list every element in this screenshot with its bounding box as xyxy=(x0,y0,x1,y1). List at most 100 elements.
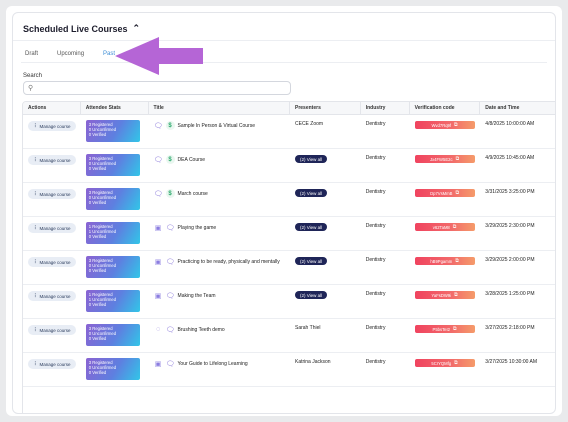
attendee-stats-badge[interactable]: 1 Registered 1 Unconfirmed 0 Verified xyxy=(85,290,140,312)
attendee-stats-cell: 3 Registered 0 Unconfirmed 0 Verified xyxy=(81,251,149,284)
attendee-stats-badge[interactable]: 3 Registered 0 Unconfirmed 0 Verified xyxy=(85,188,140,210)
industry-value: Dentistry xyxy=(365,223,386,229)
more-vertical-icon: ⋮ xyxy=(33,293,38,298)
manage-course-label: Manage course xyxy=(39,123,71,129)
copy-icon[interactable]: ⧉ xyxy=(455,190,460,196)
verification-code-badge[interactable]: P5bsTeI2 ⧉ xyxy=(414,325,475,333)
manage-course-button[interactable]: ⋮ Manage course xyxy=(28,291,76,301)
course-title[interactable]: March course xyxy=(177,190,208,197)
view-all-presenters-button[interactable]: (2) View all xyxy=(295,189,328,197)
copy-icon[interactable]: ⧉ xyxy=(454,122,458,128)
manage-course-label: Manage course xyxy=(39,225,71,231)
table-row: ⋮ Manage course 3 Registered 0 Unconfirmed 0… xyxy=(23,319,555,353)
manage-course-button[interactable]: ⋮ Manage course xyxy=(28,223,76,233)
verification-code-badge[interactable]: Dp7VsMmB ⧉ xyxy=(414,189,475,197)
section-header[interactable]: Scheduled Live Courses ⌃ xyxy=(23,23,140,34)
table-row: ⋮ Manage course 3 Registered 0 Unconfirmed 0… xyxy=(23,353,555,387)
verification-code-badge[interactable]: v62TaM8 ⧉ xyxy=(414,223,475,231)
view-all-presenters-button[interactable]: (2) View all xyxy=(295,223,328,231)
verification-code-badge[interactable]: Jx4FW5E2c ⧉ xyxy=(414,155,475,163)
copy-icon[interactable]: ⧉ xyxy=(454,292,458,298)
unconfirmed-count: 0 Unconfirmed xyxy=(88,364,117,370)
verification-code-badge[interactable]: hB9Pgamm ⧉ xyxy=(414,257,475,265)
presenters-cell: (2) View all xyxy=(290,285,361,318)
industry-value: Dentistry xyxy=(365,189,386,195)
verified-count: 0 Verified xyxy=(88,131,107,137)
column-header-attendee-stats: Attendee Stats xyxy=(81,102,149,114)
tab-draft[interactable]: Draft xyxy=(25,51,39,57)
verification-code-value: Wvd7Rq9f xyxy=(431,122,452,128)
manage-course-button[interactable]: ⋮ Manage course xyxy=(28,257,76,267)
copy-icon[interactable]: ⧉ xyxy=(453,326,457,332)
course-title[interactable]: DEA Course xyxy=(177,156,206,163)
manage-course-button[interactable]: ⋮ Manage course xyxy=(28,359,76,369)
copy-icon[interactable]: ⧉ xyxy=(455,258,459,264)
actions-cell: ⋮ Manage course xyxy=(23,251,81,284)
attendee-stats-badge[interactable]: 3 Registered 0 Unconfirmed 0 Verified xyxy=(85,358,140,380)
unconfirmed-count: 0 Unconfirmed xyxy=(88,160,117,166)
manage-course-button[interactable]: ⋮ Manage course xyxy=(28,121,76,131)
unconfirmed-count: 0 Unconfirmed xyxy=(88,330,117,336)
course-title[interactable]: Playing the game xyxy=(177,224,217,231)
verification-code-badge[interactable]: Wvd7Rq9f ⧉ xyxy=(414,121,475,129)
unconfirmed-count: 0 Unconfirmed xyxy=(88,262,117,268)
chat-bubble-icon: 🗨 xyxy=(153,156,163,164)
presenters-cell: (2) View all xyxy=(290,251,361,284)
view-all-presenters-button[interactable]: (2) View all xyxy=(295,257,328,265)
verified-count: 0 Verified xyxy=(88,301,107,307)
date-time-cell: 4/9/2025 10:45:00 AM xyxy=(480,149,555,182)
page-title: Scheduled Live Courses xyxy=(23,23,128,34)
manage-course-label: Manage course xyxy=(39,259,71,265)
verified-count: 0 Verified xyxy=(88,267,107,273)
attendee-stats-badge[interactable]: 1 Registered 1 Unconfirmed 0 Verified xyxy=(85,222,140,244)
verification-code-badge[interactable]: YaFsDW9i ⧉ xyxy=(414,291,475,299)
search-input[interactable]: ⚲ xyxy=(23,81,291,95)
more-vertical-icon: ⋮ xyxy=(33,361,38,366)
course-title[interactable]: Your Guide to Lifelong Learning xyxy=(177,360,248,367)
title-cell: ▣ 🗨 Making the Team xyxy=(149,285,290,318)
tab-past[interactable]: Past xyxy=(103,49,116,63)
date-time-cell: 3/29/2025 2:00:00 PM xyxy=(480,251,555,284)
presenters-cell: (2) View all xyxy=(290,217,361,250)
date-time-value: 4/8/2025 10:00:00 AM xyxy=(485,121,535,127)
verification-code-badge[interactable]: 5CrYQMfg ⧉ xyxy=(414,359,475,367)
column-header-date-time: Date and Time xyxy=(480,102,555,114)
date-time-value: 3/27/2025 10:30:00 AM xyxy=(485,359,538,365)
course-title[interactable]: Brushing Teeth demo xyxy=(177,326,225,333)
title-cell: 🗨 $ Sample In Person & Virtual Course xyxy=(149,115,290,148)
manage-course-button[interactable]: ⋮ Manage course xyxy=(28,325,76,335)
course-title[interactable]: Sample In Person & Virtual Course xyxy=(177,122,255,129)
course-title[interactable]: Making the Team xyxy=(177,292,216,299)
actions-cell: ⋮ Manage course xyxy=(23,285,81,318)
view-all-presenters-button[interactable]: (2) View all xyxy=(295,155,328,163)
column-header-title: Title xyxy=(149,102,290,114)
courses-table: Actions Attendee Stats Title Presenters … xyxy=(22,101,555,413)
attendee-stats-badge[interactable]: 3 Registered 0 Unconfirmed 0 Verified xyxy=(85,256,140,278)
table-header: Actions Attendee Stats Title Presenters … xyxy=(23,102,555,115)
attendee-stats-badge[interactable]: 3 Registered 0 Unconfirmed 0 Verified xyxy=(85,154,140,176)
tab-upcoming[interactable]: Upcoming xyxy=(57,51,85,57)
chat-bubble-icon: 🗨 xyxy=(165,292,175,300)
date-time-value: 3/29/2025 2:30:00 PM xyxy=(485,223,535,229)
date-time-cell: 3/28/2025 1:25:00 PM xyxy=(480,285,555,318)
verification-cell: Wvd7Rq9f ⧉ xyxy=(410,115,481,148)
attendee-stats-badge[interactable]: 3 Registered 0 Unconfirmed 0 Verified xyxy=(85,324,140,346)
table-row: ⋮ Manage course 3 Registered 0 Unconfirmed 0… xyxy=(23,149,555,183)
copy-icon[interactable]: ⧉ xyxy=(455,156,460,162)
copy-icon[interactable]: ⧉ xyxy=(454,360,458,366)
manage-course-button[interactable]: ⋮ Manage course xyxy=(28,155,76,165)
unconfirmed-count: 0 Unconfirmed xyxy=(88,194,117,200)
industry-value: Dentistry xyxy=(365,257,386,263)
course-title[interactable]: Practicing to be ready, physically and m… xyxy=(177,258,280,265)
chevron-up-icon[interactable]: ⌃ xyxy=(132,23,141,33)
column-header-industry: Industry xyxy=(361,102,410,114)
registered-count: 3 Registered xyxy=(88,121,113,127)
copy-icon[interactable]: ⧉ xyxy=(452,224,457,230)
presenters-cell: (2) View all xyxy=(290,183,361,216)
table-row: ⋮ Manage course 1 Registered 1 Unconfirmed 0… xyxy=(23,285,555,319)
view-all-presenters-button[interactable]: (2) View all xyxy=(295,291,328,299)
manage-course-button[interactable]: ⋮ Manage course xyxy=(28,189,76,199)
attendee-stats-badge[interactable]: 3 Registered 0 Unconfirmed 0 Verified xyxy=(85,120,140,142)
attendee-stats-cell: 1 Registered 1 Unconfirmed 0 Verified xyxy=(81,217,149,250)
title-cell: 🗨 $ March course xyxy=(149,183,290,216)
